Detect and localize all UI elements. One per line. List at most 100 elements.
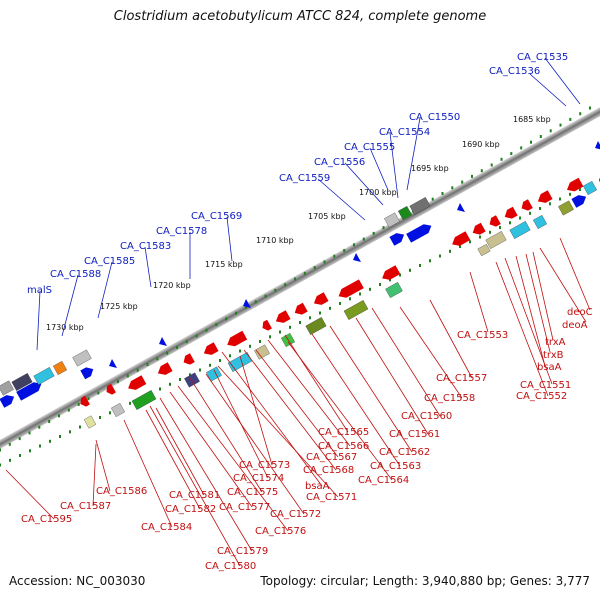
kbp-tick-label: 1715 kbp [205,260,243,269]
scale-dot [18,437,21,441]
scale-dot [126,374,129,378]
outer-gene-label: CA_C1583 [120,241,171,252]
scale-dot [199,368,201,372]
gene-labels: CA_C1535 CA_C1536 CA_C1550 CA_C1554 CA_C1555… [21,52,593,572]
inner-leader-line [149,405,241,567]
gene-arrow [262,319,272,331]
inner-leader-line [5,469,55,520]
gene-block [537,190,553,203]
inner-leader-line [311,333,401,467]
scale-dot [559,123,562,127]
scale-dot [490,163,493,167]
gene-block [33,367,55,385]
gene-block [582,180,598,196]
inner-gene-label: CA_C1582 [165,504,216,515]
gene-block [485,231,507,249]
scale-dot [109,411,111,415]
scale-dot [431,197,434,201]
gene-arrow [275,310,291,323]
scale-dot [159,387,161,391]
gene-box [385,282,403,298]
inner-leader-line [205,373,305,515]
inner-gene-label: CA_C1587 [60,501,111,512]
inner-leader-line [515,255,546,367]
scale-dot [284,283,287,287]
inner-leader-line [399,306,463,399]
scale-dot [569,117,572,121]
gene-box [343,300,369,320]
gene-arrow [106,383,116,395]
inner-leader-line [532,251,554,341]
gene-arrow [382,265,401,280]
scale-dot [189,373,191,377]
gene-block [382,265,401,280]
inner-gene-label: deoC [567,307,593,318]
kbp-tick-label: 1695 kbp [411,164,449,173]
inner-leader-line [355,317,429,435]
scale-dot [264,294,267,298]
outer-gene-label: CA_C1550 [409,112,460,123]
scale-dot [530,140,532,144]
gene-block [83,415,97,429]
inner-gene-label: CA_C1563 [370,461,421,472]
gene-block [509,221,531,239]
inner-gene-label: CA_C1584 [141,522,192,533]
scale-dot [519,216,521,220]
gene-block [385,282,403,298]
inner-gene-label: deoA [562,320,588,331]
scale-dot [299,321,301,324]
inner-gene-label: bsaA [305,481,330,492]
scale-dot [77,402,80,406]
gene-arrow [183,353,195,365]
inner-leader-line [495,261,549,397]
inner-gene-label: bsaA [537,362,562,373]
scale-dot [441,192,444,195]
gene-block [521,199,533,211]
gene-block [472,222,486,235]
scale-dot [333,254,336,258]
scale-dot [323,260,326,264]
gene-arrow [472,222,486,235]
outer-gene-label: CA_C1555 [344,142,395,153]
gene-box [33,367,55,385]
inner-gene-label: CA_C1567 [306,452,357,463]
gene-block [183,353,195,365]
outer-gene-label: CA_C1535 [517,52,568,63]
scale-dot [419,264,421,267]
inner-leader-line [217,365,339,498]
gene-box [532,214,548,230]
gene-block [338,279,364,298]
inner-gene-label: CA_C1551 [520,380,571,391]
scale-dot [58,414,60,418]
scale-dot [520,146,523,150]
gene-box [485,231,507,249]
gene-block [397,205,413,221]
scale-dot [579,112,582,116]
gene-arrow [571,195,587,208]
scale-dot [67,408,70,412]
scale-dot [87,397,90,401]
scale-dot [303,271,306,275]
scale-dot [0,463,1,467]
gene-block [128,375,147,390]
inner-gene-label: CA_C1562 [379,447,430,458]
scale-dot [359,292,361,296]
strand-marker [457,203,465,212]
gene-box [52,360,68,376]
gene-block [206,366,222,382]
genome-summary-text: Topology: circular; Length: 3,940,880 bp… [260,574,590,588]
gene-box [558,200,574,216]
gene-block [389,233,405,246]
inner-leader-line [243,349,337,471]
strand-marker [353,253,361,262]
scale-dot [549,129,552,133]
outer-leader-line [389,132,399,199]
gene-block [504,206,518,219]
inner-gene-label: CA_C1573 [239,460,290,471]
scale-dot [209,363,211,367]
scale-dot [343,249,346,252]
gene-box [72,349,92,367]
outer-leader-line [97,261,113,319]
scale-dot [309,316,311,320]
